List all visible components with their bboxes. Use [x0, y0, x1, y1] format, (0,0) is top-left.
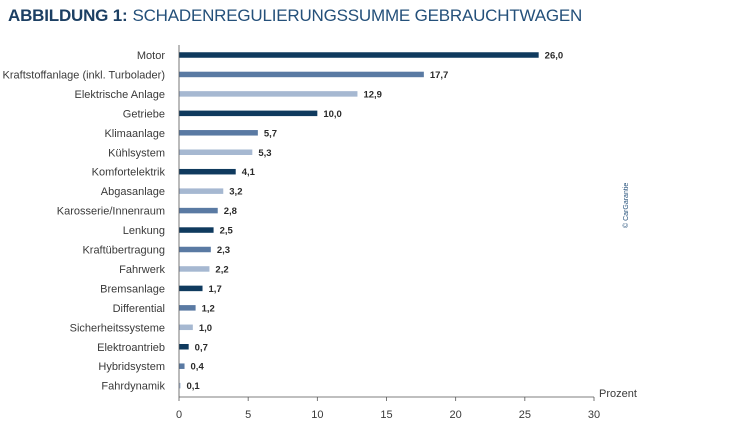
x-tick-label: 5	[245, 409, 251, 421]
bar	[179, 324, 193, 331]
bar	[179, 71, 424, 78]
x-tick-label: 0	[176, 409, 182, 421]
value-label: 2,3	[217, 245, 230, 256]
chart-title: ABBILDUNG 1: SCHADENREGULIERUNGSSUMME GEB…	[8, 5, 582, 27]
category-label: Getriebe	[123, 108, 165, 120]
category-label: Kraftübertragung	[82, 245, 165, 257]
bar	[179, 168, 236, 175]
value-label: 17,7	[430, 70, 449, 81]
category-label: Komfortelektrik	[92, 167, 166, 179]
bar	[179, 130, 258, 136]
value-label: 4,1	[242, 167, 256, 178]
value-label: 2,8	[224, 206, 237, 217]
category-label: Kühlsystem	[108, 147, 165, 159]
x-tick-label: 30	[588, 409, 600, 421]
value-label: 1,0	[199, 323, 212, 334]
category-label: Hybridsystem	[98, 361, 165, 373]
category-label: Sicherheitssysteme	[70, 322, 165, 334]
bar	[179, 227, 214, 233]
bar	[179, 305, 196, 311]
x-tick-label: 20	[450, 409, 462, 421]
value-label: 5,7	[264, 128, 277, 139]
value-label: 1,7	[209, 284, 222, 295]
bar	[179, 363, 185, 369]
value-label: 3,2	[229, 187, 242, 198]
bar	[179, 266, 210, 272]
value-labels-group: 26,0 17,7 12,9 10,0 5,7 5,34,13,2 2,8 2,5 2,3 2,2…	[187, 51, 564, 393]
category-label: Elektrische Anlage	[75, 89, 166, 101]
value-label: 26,0	[545, 51, 564, 62]
category-label: Klimaanlage	[104, 128, 165, 140]
axes-group: 0 5 10 15 20 25 30	[176, 45, 600, 421]
category-label: Motor	[137, 50, 165, 62]
category-labels-group: Motor Kraftstoffanlage (inkl. Turbolader)…	[3, 50, 166, 393]
value-label: 2,2	[215, 264, 228, 275]
chart-title-main: SCHADENREGULIERUNGSSUMME GEBRAUCHTWAGEN	[132, 6, 583, 25]
value-label: 5,3	[258, 148, 271, 159]
bars-group	[179, 52, 539, 389]
x-axis-unit-label: Prozent	[599, 388, 637, 400]
value-label: 0,1	[187, 381, 201, 392]
bar	[179, 110, 318, 117]
bar	[179, 207, 218, 214]
x-tick-label: 25	[519, 409, 531, 421]
bar	[179, 246, 211, 253]
category-label: Abgasanlage	[101, 186, 165, 198]
category-label: Fahrdynamik	[101, 381, 165, 393]
value-label: 0,4	[191, 362, 205, 373]
chart-title-prefix: ABBILDUNG 1:	[8, 6, 128, 25]
value-label: 2,5	[220, 226, 234, 237]
category-label: Elektroantrieb	[97, 342, 165, 354]
value-label: 1,2	[202, 303, 215, 314]
bar	[179, 91, 358, 97]
category-label: Lenkung	[123, 225, 165, 237]
bar	[179, 382, 181, 389]
bar	[179, 188, 224, 194]
bar	[179, 285, 203, 292]
x-tick-label: 15	[380, 409, 392, 421]
value-label: 10,0	[323, 109, 342, 120]
bar	[179, 149, 253, 155]
bar	[179, 344, 189, 350]
category-label: Bremsanlage	[100, 283, 165, 295]
value-label: 0,7	[195, 342, 208, 353]
category-label: Karosserie/Innenraum	[57, 206, 165, 218]
x-tick-label: 10	[311, 409, 323, 421]
category-label: Differential	[113, 303, 165, 315]
category-label: Fahrwerk	[119, 264, 165, 276]
copyright-credit: © CarGarantie	[622, 183, 630, 228]
value-label: 12,9	[363, 89, 382, 100]
category-label: Kraftstoffanlage (inkl. Turbolader)	[3, 69, 165, 81]
bar	[179, 52, 539, 58]
